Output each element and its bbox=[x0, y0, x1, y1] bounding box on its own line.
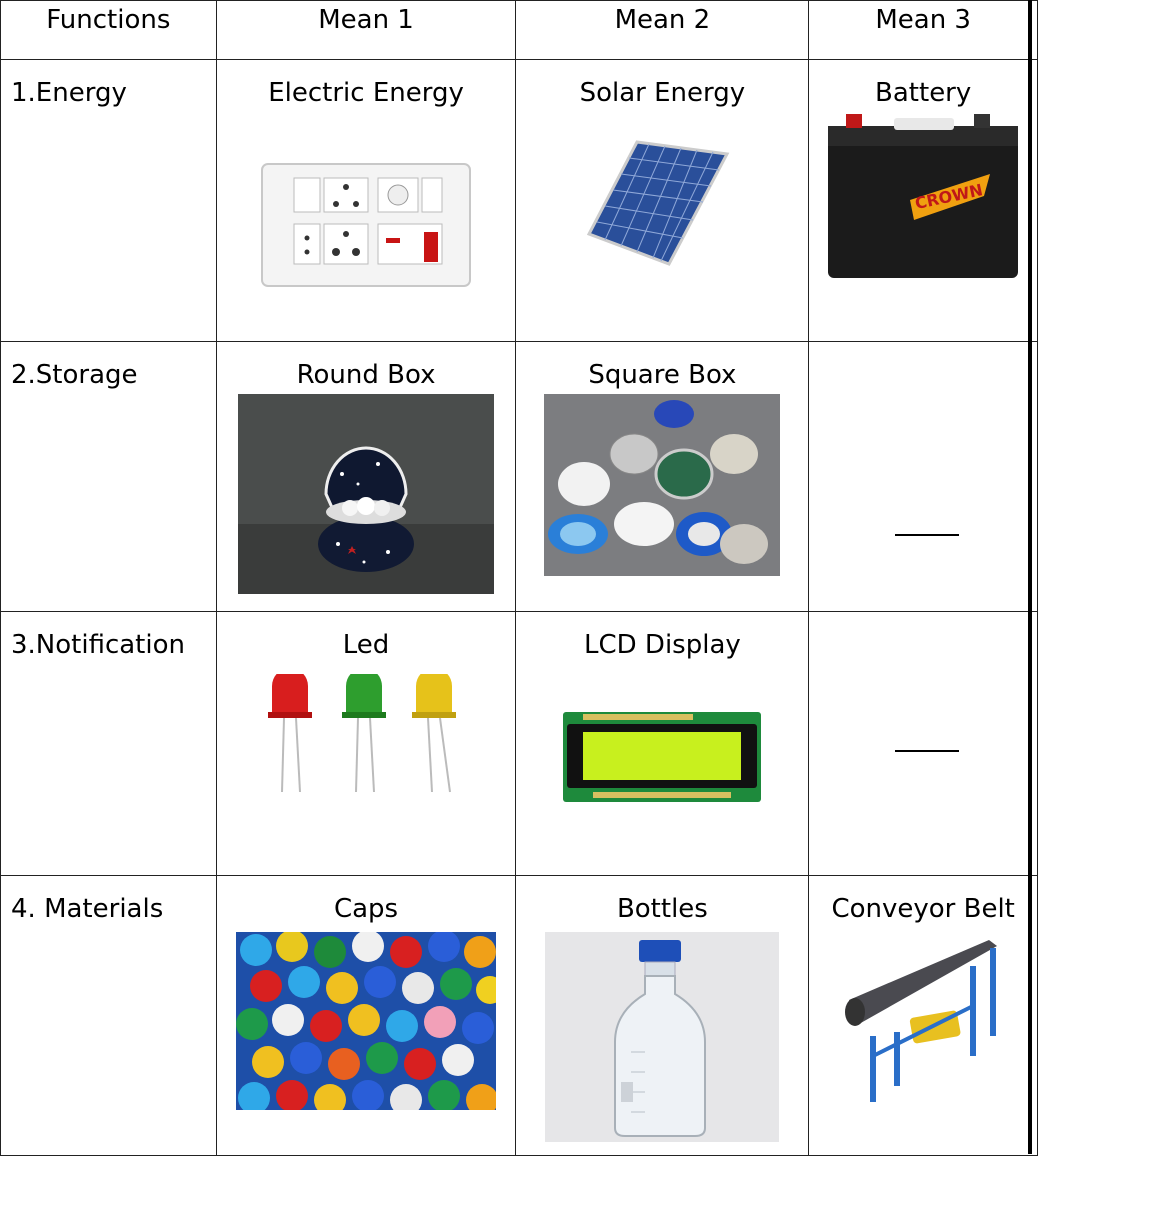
conveyor-belt-icon bbox=[843, 936, 1003, 1106]
switch-socket-board-icon bbox=[260, 160, 472, 290]
header-mean-2: Mean 2 bbox=[515, 0, 810, 60]
lcd-display-module-icon bbox=[563, 712, 762, 802]
header-mean-1: Mean 1 bbox=[215, 0, 517, 60]
cell-round-box: Round Box bbox=[215, 341, 517, 612]
lab-bottle-icon bbox=[545, 932, 780, 1142]
cell-label: Round Box bbox=[296, 360, 436, 390]
cell-label: Conveyor Belt bbox=[831, 894, 1015, 924]
cell-conveyor-belt: Conveyor Belt bbox=[808, 875, 1038, 1156]
cell-solar-energy: Solar Energy bbox=[515, 59, 810, 342]
cell-label: Square Box bbox=[588, 360, 737, 390]
header-mean-3: Mean 3 bbox=[808, 0, 1038, 60]
cell-label: Electric Energy bbox=[268, 78, 464, 108]
box-of-bottle-caps-icon bbox=[544, 394, 781, 576]
function-label: 4. Materials bbox=[0, 875, 217, 1156]
cell-electric-energy: Electric Energy bbox=[215, 59, 517, 342]
morphological-chart: Functions Mean 1 Mean 2 Mean 3 1.Energy … bbox=[0, 0, 1038, 1156]
right-border-line bbox=[1028, 0, 1032, 1154]
cell-led: Led bbox=[215, 611, 517, 876]
table-row: 4. Materials Caps Bottles bbox=[0, 875, 1038, 1156]
cell-bottles: Bottles bbox=[515, 875, 810, 1156]
cell-label: Battery bbox=[875, 78, 972, 108]
function-label: 1.Energy bbox=[0, 59, 217, 342]
round-jewelry-box-icon bbox=[238, 394, 495, 594]
table-row: 1.Energy Electric Energy bbox=[0, 59, 1038, 342]
header-functions: Functions bbox=[0, 0, 217, 60]
table-row: 3.Notification Led bbox=[0, 611, 1038, 876]
empty-dash bbox=[895, 750, 960, 752]
cell-battery: Battery CROWN bbox=[808, 59, 1038, 342]
car-battery-icon: CROWN bbox=[824, 112, 1022, 282]
cell-label: Bottles bbox=[616, 894, 708, 924]
solar-panel-icon bbox=[587, 138, 737, 268]
cell-label: LCD Display bbox=[584, 630, 741, 660]
function-label: 3.Notification bbox=[0, 611, 217, 876]
cell-label: Solar Energy bbox=[579, 78, 746, 108]
cell-square-box: Square Box bbox=[515, 341, 810, 612]
cell-label: Led bbox=[342, 630, 390, 660]
empty-dash bbox=[895, 534, 960, 536]
cell-empty-storage bbox=[808, 341, 1038, 612]
function-label: 2.Storage bbox=[0, 341, 217, 612]
cell-empty-notification bbox=[808, 611, 1038, 876]
plastic-caps-pile-icon bbox=[236, 932, 497, 1110]
cell-label: Caps bbox=[333, 894, 399, 924]
header-row: Functions Mean 1 Mean 2 Mean 3 bbox=[0, 0, 1038, 60]
table-row: 2.Storage Round Box Square Box bbox=[0, 341, 1038, 612]
cell-caps: Caps bbox=[215, 875, 517, 1156]
three-leds-icon bbox=[266, 668, 466, 804]
cell-lcd-display: LCD Display bbox=[515, 611, 810, 876]
